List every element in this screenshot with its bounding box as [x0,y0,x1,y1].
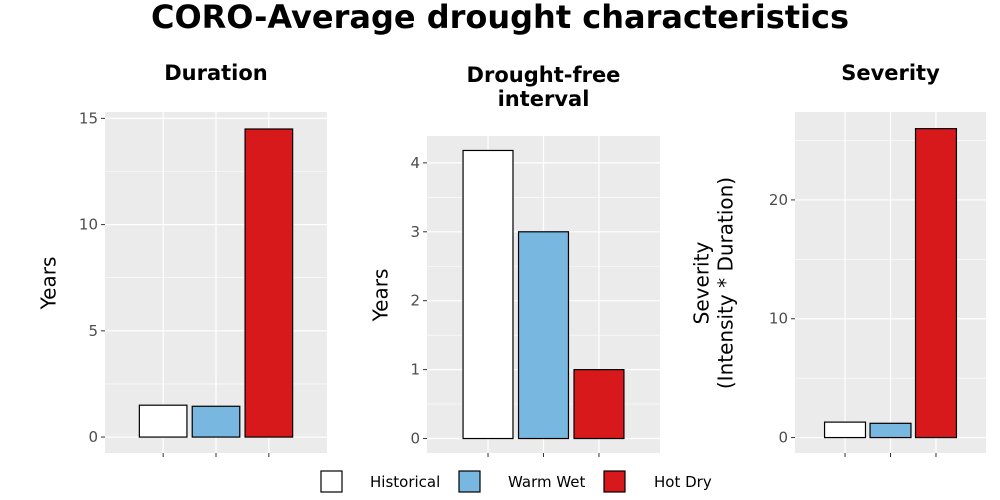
bar-hot-dry [573,369,625,440]
bar-historical [462,149,514,440]
y-tick-label: 10 [769,310,788,328]
y-tick-label: 0 [778,429,788,447]
y-tick-label: 1 [410,361,420,379]
bar-warm-wet [869,422,912,439]
legend-label: Warm Wet [508,473,586,491]
panel-title: interval [498,87,590,111]
legend-item: Historical [320,470,440,493]
y-tick-label: 5 [88,322,98,340]
chart-panels: 0 5 10 15 Duration Years 0 1 2 3 4 Drought-freeinte… [37,61,986,457]
bar-warm-wet [517,231,570,440]
legend: Historical Warm Wet Hot Dry [320,470,712,493]
y-tick-label: 4 [410,154,420,172]
y-tick-label: 10 [79,216,98,234]
bar-historical [823,421,867,439]
legend-key [458,470,481,493]
y-tick-label: 3 [410,223,420,241]
bar-hot-dry [244,128,294,438]
legend-key [320,470,343,493]
legend-key [603,470,626,493]
y-tick-label: 15 [79,109,98,127]
panel-title: Duration [164,61,268,85]
bar-historical [138,404,188,438]
legend-item: Warm Wet [458,470,586,493]
y-tick-label: 0 [88,428,98,446]
y-axis-label: (Intensity * Duration) [714,177,738,389]
panel-title: Severity [841,61,940,85]
y-axis-label: Years [37,257,61,311]
bar-warm-wet [191,405,241,438]
y-tick-label: 2 [410,292,420,310]
y-axis-label: Years [369,269,393,323]
y-tick-label: 0 [410,430,420,448]
chart-title: CORO-Average drought characteristics [151,0,849,36]
bar-hot-dry [914,128,958,439]
panel-title: Drought-free [467,63,621,87]
y-axis-label: Severity [690,242,714,325]
legend-item: Hot Dry [603,470,712,493]
panel-1: 0 5 10 15 Duration Years [37,61,327,457]
y-tick-label: 20 [769,191,788,209]
legend-label: Historical [370,473,440,491]
legend-label: Hot Dry [654,473,712,491]
